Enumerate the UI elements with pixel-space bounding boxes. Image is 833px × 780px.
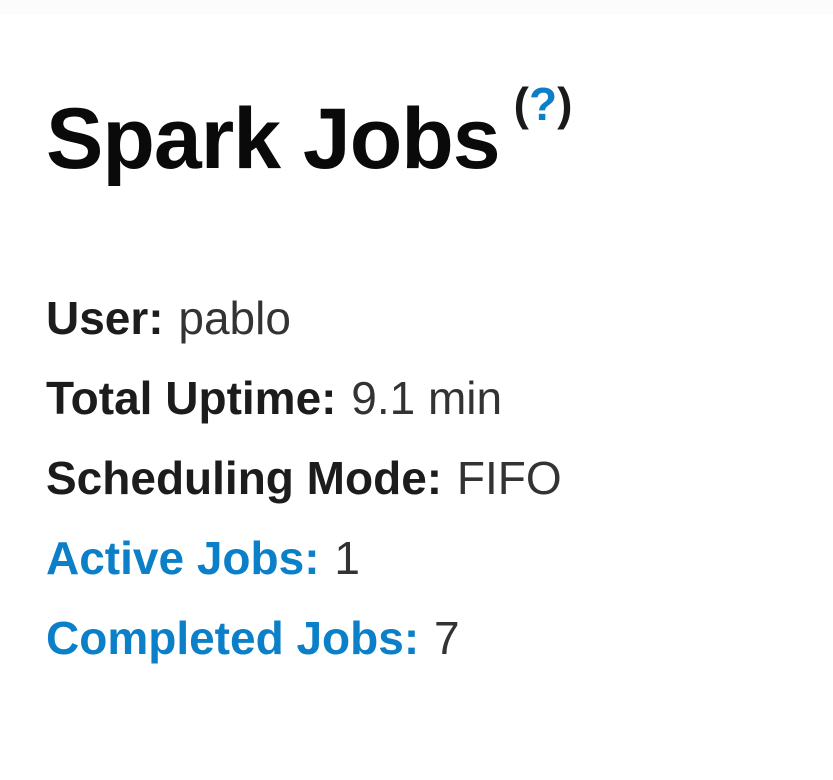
page-title: Spark Jobs (?) <box>46 81 572 182</box>
scheduling-mode-label: Scheduling Mode: <box>46 452 443 504</box>
completed-jobs-value: 7 <box>433 612 460 664</box>
page-title-text: Spark Jobs <box>46 91 501 187</box>
job-summary-list: User: pablo Total Uptime: 9.1 min Schedu… <box>46 278 806 678</box>
completed-jobs-link[interactable]: Completed Jobs: <box>46 612 420 664</box>
summary-item-user: User: pablo <box>46 278 806 358</box>
user-value: pablo <box>178 292 291 344</box>
summary-item-active-jobs: Active Jobs: 1 <box>46 518 806 598</box>
active-jobs-link[interactable]: Active Jobs: <box>46 532 320 584</box>
help-close-paren: ) <box>557 78 573 131</box>
help-open-paren: ( <box>513 78 529 131</box>
summary-item-total-uptime: Total Uptime: 9.1 min <box>46 358 806 438</box>
navbar-bottom-edge <box>0 0 833 14</box>
user-label: User: <box>46 292 164 344</box>
scheduling-mode-value: FIFO <box>456 452 562 504</box>
question-mark-icon[interactable]: ? <box>528 78 558 131</box>
summary-item-scheduling-mode: Scheduling Mode: FIFO <box>46 438 806 518</box>
total-uptime-value: 9.1 min <box>351 372 503 424</box>
summary-item-completed-jobs: Completed Jobs: 7 <box>46 598 806 678</box>
help-link[interactable]: (?) <box>514 78 573 130</box>
active-jobs-value: 1 <box>334 532 360 584</box>
total-uptime-label: Total Uptime: <box>46 372 337 424</box>
